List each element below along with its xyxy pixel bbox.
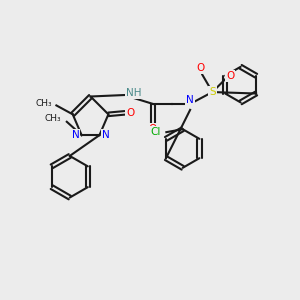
Text: O: O [196,63,205,73]
Text: O: O [126,108,134,118]
Text: O: O [226,71,234,81]
Text: O: O [149,124,157,134]
Text: N: N [71,130,79,140]
Text: S: S [209,87,216,97]
Text: CH₃: CH₃ [45,114,61,123]
Text: CH₃: CH₃ [35,99,52,108]
Text: Cl: Cl [150,127,160,137]
Text: N: N [102,130,110,140]
Text: NH: NH [126,88,142,98]
Text: N: N [186,95,194,105]
